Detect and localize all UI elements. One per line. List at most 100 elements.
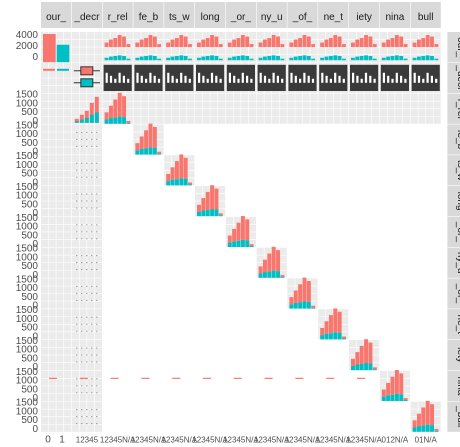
point xyxy=(91,169,93,171)
point xyxy=(76,292,78,294)
hist-bar xyxy=(227,42,232,48)
panel xyxy=(195,155,226,186)
hist-bar xyxy=(122,36,126,48)
panel xyxy=(256,309,287,340)
x-tick-label: 01N/A xyxy=(415,435,438,444)
hist-bar xyxy=(320,335,325,340)
point xyxy=(81,255,83,257)
block-gap xyxy=(391,78,394,83)
y-tick-label: 1500 xyxy=(16,336,39,347)
hist-bar xyxy=(293,56,298,61)
block-gap xyxy=(237,78,240,83)
hist-bar xyxy=(174,38,179,48)
block-gap xyxy=(175,78,178,83)
hist-bar xyxy=(218,44,223,48)
hist-bar xyxy=(311,58,316,61)
hist-bar xyxy=(122,117,127,124)
top-strip xyxy=(256,2,287,28)
panel xyxy=(349,124,380,155)
hist-bar xyxy=(276,271,281,278)
hist-bar xyxy=(84,110,89,123)
panel xyxy=(318,216,349,247)
point xyxy=(76,162,78,164)
panel xyxy=(379,124,410,155)
block-gap xyxy=(435,78,438,83)
y-tick-label: 1000 xyxy=(16,98,39,109)
hist-bar xyxy=(399,394,404,401)
point xyxy=(86,323,88,325)
panel xyxy=(133,247,164,278)
hist-bar xyxy=(179,55,184,61)
hist-bar xyxy=(135,42,140,48)
axes-layer: 1500100050001500100050001500100050001500… xyxy=(16,30,438,445)
hist-bar xyxy=(416,426,421,432)
hist-bar xyxy=(144,148,149,155)
point xyxy=(76,238,78,240)
hist-bar xyxy=(117,55,122,61)
hist-bar xyxy=(139,56,144,61)
point xyxy=(91,231,93,233)
x-tick-label: 12345N/A xyxy=(192,435,228,444)
hist-bar xyxy=(351,57,355,61)
hist-bar xyxy=(152,126,157,148)
y-tick-label: 500 xyxy=(21,199,38,210)
block-gap xyxy=(228,72,231,83)
hist-bar xyxy=(276,250,281,272)
block-gap xyxy=(382,72,385,83)
point xyxy=(91,224,93,226)
hist-bar xyxy=(218,213,223,216)
y-tick-label: 500 xyxy=(21,323,38,334)
point xyxy=(96,176,98,178)
point xyxy=(96,145,98,147)
hist-bar xyxy=(183,55,188,61)
hist-bar xyxy=(302,35,307,48)
hist-bar xyxy=(368,36,373,48)
block-gap xyxy=(400,75,403,83)
point xyxy=(86,409,88,411)
panel xyxy=(164,370,195,401)
hist-bar xyxy=(434,58,439,61)
right-strip xyxy=(447,278,460,309)
hist-bar xyxy=(324,321,329,334)
panel xyxy=(349,216,380,247)
hist-bar xyxy=(351,358,355,366)
hist-bar xyxy=(403,58,408,61)
hist-bar xyxy=(74,118,79,123)
point xyxy=(76,330,78,332)
hist-bar xyxy=(333,332,338,340)
hist-bar xyxy=(126,122,131,124)
point xyxy=(81,299,83,301)
point xyxy=(91,423,93,425)
y-tick-label: 0 xyxy=(32,52,38,63)
panel xyxy=(195,309,226,340)
hist-bar xyxy=(267,253,272,272)
hist-bar xyxy=(214,188,219,210)
panel xyxy=(379,155,410,186)
panel xyxy=(410,247,441,278)
panel xyxy=(287,370,318,401)
hist-bar xyxy=(359,345,364,365)
right-strip xyxy=(447,216,460,247)
hist-bar xyxy=(139,148,144,155)
point xyxy=(86,354,88,356)
block-gap xyxy=(153,75,156,83)
block-gap xyxy=(311,78,315,83)
hist-bar xyxy=(262,39,267,48)
hist-bar xyxy=(170,39,175,48)
panel xyxy=(379,401,410,432)
hist-bar xyxy=(166,57,171,61)
panel xyxy=(102,186,133,217)
point xyxy=(76,323,78,325)
hist-bar xyxy=(84,118,89,123)
hist-bar xyxy=(412,42,417,48)
panel xyxy=(349,278,380,309)
hist-bar xyxy=(126,44,131,48)
panel xyxy=(102,124,133,155)
hist-bar xyxy=(394,370,399,394)
block-gap xyxy=(259,72,262,83)
hist-bar xyxy=(386,395,391,401)
point xyxy=(91,193,93,195)
hist-bar xyxy=(197,211,201,217)
y-tick-label: 1000 xyxy=(16,345,39,356)
point xyxy=(96,409,98,411)
